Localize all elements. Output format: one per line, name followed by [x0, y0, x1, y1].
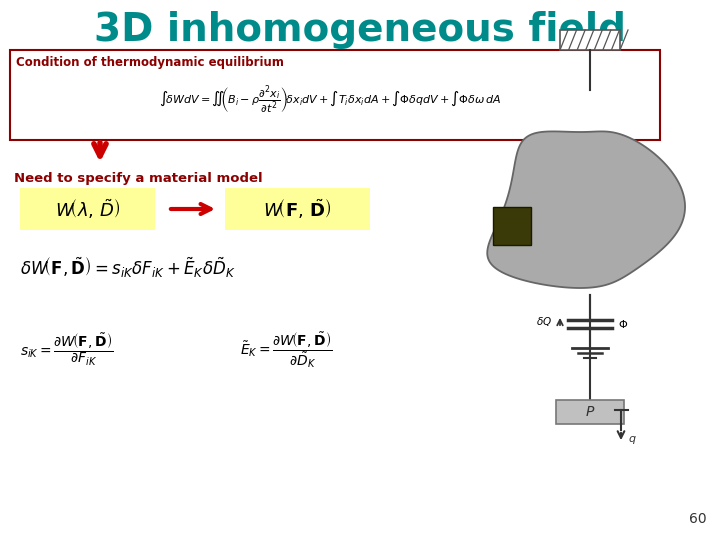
Text: Need to specify a material model: Need to specify a material model — [14, 172, 263, 185]
Text: $W\!\left(\lambda,\,\tilde{D}\right)$: $W\!\left(\lambda,\,\tilde{D}\right)$ — [55, 197, 120, 221]
Bar — [10, 50, 660, 140]
Text: $\tilde{E}_K = \dfrac{\partial W\!\left(\mathbf{F},\tilde{\mathbf{D}}\right)}{\p: $\tilde{E}_K = \dfrac{\partial W\!\left(… — [240, 330, 333, 370]
Polygon shape — [487, 131, 685, 288]
Text: $s_{iK} = \dfrac{\partial W\!\left(\mathbf{F},\tilde{\mathbf{D}}\right)}{\partia: $s_{iK} = \dfrac{\partial W\!\left(\math… — [20, 332, 114, 368]
Text: 3D inhomogeneous field: 3D inhomogeneous field — [94, 11, 626, 49]
Bar — [20, 188, 155, 230]
Text: $q$: $q$ — [628, 434, 636, 446]
Bar — [225, 188, 370, 230]
Bar — [560, 30, 620, 50]
Text: $\Phi$: $\Phi$ — [618, 318, 628, 330]
Bar — [493, 207, 531, 245]
Text: P: P — [586, 405, 594, 419]
Text: Condition of thermodynamic equilibrium: Condition of thermodynamic equilibrium — [16, 56, 284, 69]
Text: $W\!\left(\mathbf{F},\,\tilde{\mathbf{D}}\right)$: $W\!\left(\mathbf{F},\,\tilde{\mathbf{D}… — [264, 197, 332, 221]
Text: $\int\!\delta W dV = \iint\!\!\left( B_i - \rho\dfrac{\partial^2 x_i}{\partial t: $\int\!\delta W dV = \iint\!\!\left( B_i… — [159, 84, 501, 116]
Bar — [556, 400, 624, 424]
Text: 60: 60 — [689, 512, 707, 526]
Text: $\delta W\!\left(\mathbf{F},\tilde{\mathbf{D}}\right) = s_{iK}\delta F_{iK} + \t: $\delta W\!\left(\mathbf{F},\tilde{\math… — [20, 256, 235, 280]
Text: $\delta Q$: $\delta Q$ — [536, 315, 552, 328]
